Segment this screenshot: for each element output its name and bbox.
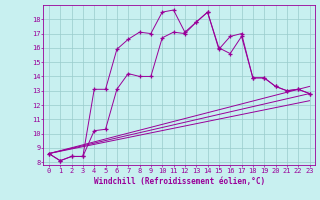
X-axis label: Windchill (Refroidissement éolien,°C): Windchill (Refroidissement éolien,°C) <box>94 177 265 186</box>
